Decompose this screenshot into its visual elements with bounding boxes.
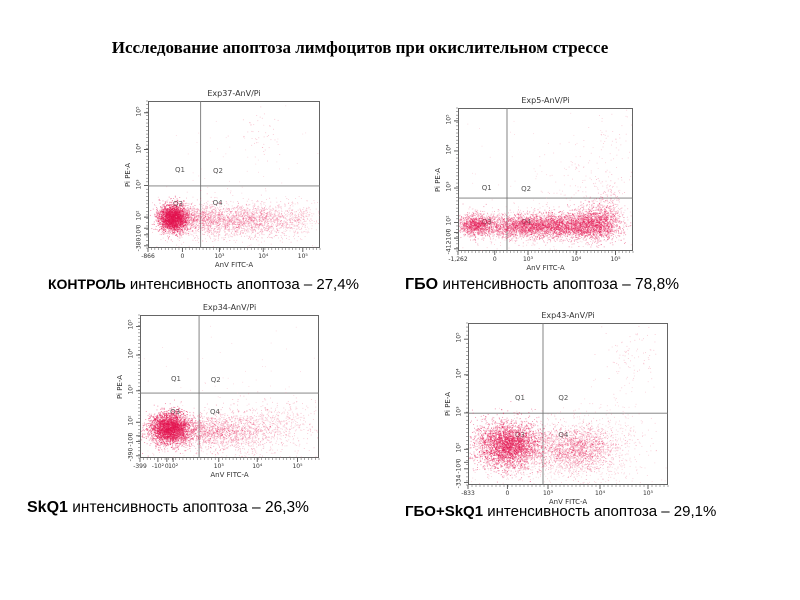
caption-skq1: SkQ1 интенсивность апоптоза – 26,3% (27, 499, 309, 517)
quadrant-label-q2: Q2 (558, 394, 569, 403)
scatter-plot-canvas (132, 311, 325, 472)
x-axis-label: AnV FITC-A (548, 498, 588, 506)
scatter-plot-canvas (460, 319, 674, 499)
y-tick-label: 10³ (127, 384, 135, 395)
x-tick-label: 10³ (213, 463, 224, 470)
caption-group-label: SkQ1 (27, 499, 68, 516)
quadrant-label-q3: Q3 (172, 199, 183, 208)
x-axis-label: AnV FITC-A (526, 264, 565, 272)
y-tick-label: -334 (455, 474, 463, 488)
flow-plot-gbo-skq1: Exp43-AnV/Pi Pi PE-A AnV FITC-A -833 0 10³… (444, 311, 674, 506)
quadrant-label-q3: Q3 (170, 407, 181, 416)
caption-text: интенсивность апоптоза – 26,3% (67, 499, 309, 516)
caption-text: интенсивность апоптоза – 78,8% (438, 276, 680, 293)
quadrant-label-q4: Q4 (210, 407, 220, 416)
quadrant-label-q1: Q1 (170, 375, 181, 384)
plot-title: Exp34-AnV/Pi (202, 303, 257, 312)
caption-text: интенсивность апоптоза – 27,4% (125, 276, 359, 293)
y-axis-label: Pi PE-A (116, 374, 124, 399)
y-tick-label: -390 (127, 447, 135, 462)
caption-group-label: ГБО+SkQ1 (405, 503, 484, 520)
plot-title: Exp5-AnV/Pi (521, 96, 570, 105)
y-tick-label: 10⁵ (445, 114, 453, 125)
x-axis-label: AnV FITC-A (210, 471, 249, 479)
quadrant-label-q1: Q1 (175, 165, 185, 174)
x-tick-label: 10² (168, 463, 179, 470)
y-tick-label: 10⁵ (127, 319, 135, 330)
y-tick-label: 10⁴ (127, 348, 135, 359)
plot-title: Exp43-AnV/Pi (541, 311, 595, 320)
caption-control: КОНТРОЛЬ интенсивность апоптоза – 27,4% (48, 276, 359, 294)
x-tick-label: 10⁵ (642, 490, 654, 497)
caption-group-label: ГБО (405, 276, 439, 293)
slide-title: Исследование апоптоза лимфоцитов при оки… (111, 38, 609, 57)
quadrant-label-q3: Q3 (515, 430, 525, 439)
quadrant-label-q2: Q2 (210, 375, 221, 384)
flow-plot-gbo: Exp5-AnV/Pi Pi PE-A AnV FITC-A -1,262 0 10… (434, 96, 639, 272)
y-tick-label: 10³ (135, 179, 143, 190)
x-tick-label: 0 (180, 253, 185, 260)
quadrant-label-q4: Q4 (521, 218, 532, 227)
quadrant-label-q1: Q1 (515, 393, 525, 402)
y-tick-label: 10⁵ (455, 332, 463, 343)
x-tick-label: 10⁵ (297, 253, 308, 260)
scatter-plot-canvas (140, 97, 326, 262)
x-tick-label: 10³ (522, 256, 534, 263)
x-tick-label: 10⁴ (594, 490, 606, 497)
x-tick-label: 10⁴ (252, 463, 263, 470)
y-tick-label: 10⁵ (135, 106, 143, 117)
scatter-plot-canvas (450, 104, 639, 265)
flow-plot-control: Exp37-AnV/Pi Pi PE-A AnV FITC-A -866 0 10³… (124, 89, 326, 269)
plot-title: Exp37-AnV/Pi (207, 89, 261, 98)
caption-group-label: КОНТРОЛЬ (48, 276, 126, 292)
x-axis-label: AnV FITC-A (214, 261, 254, 269)
flow-plot-skq1: Exp34-AnV/Pi Pi PE-A AnV FITC-A -399 -10²… (116, 303, 325, 479)
quadrant-label-q1: Q1 (481, 184, 492, 193)
x-tick-label: 0 (492, 256, 497, 263)
y-axis-label: Pi PE-A (434, 167, 442, 192)
x-tick-label: 10³ (542, 490, 554, 497)
y-tick-label: -412 (445, 240, 453, 255)
x-tick-label: 10⁴ (571, 256, 582, 263)
quadrant-label-q4: Q4 (558, 430, 569, 439)
y-tick-label: 10³ (445, 181, 453, 192)
caption-gbo: ГБО интенсивность апоптоза – 78,8% (405, 276, 679, 294)
y-tick-label: 10³ (455, 406, 463, 417)
x-tick-label: 10⁵ (292, 463, 303, 470)
x-tick-label: 10⁴ (258, 253, 269, 260)
x-tick-label: 0 (505, 490, 510, 497)
y-tick-label: 10⁴ (445, 144, 453, 155)
quadrant-label-q4: Q4 (212, 199, 223, 208)
y-tick-label: 10⁴ (455, 368, 463, 379)
caption-text: интенсивность апоптоза – 29,1% (483, 503, 717, 520)
x-tick-label: 10⁵ (610, 256, 621, 263)
y-axis-label: Pi PE-A (124, 162, 132, 187)
y-axis-label: Pi PE-A (444, 391, 452, 417)
y-tick-label: 10⁴ (135, 142, 143, 154)
y-tick-label: -380 (135, 237, 143, 252)
x-tick-label: 10³ (214, 253, 225, 260)
quadrant-label-q2: Q2 (521, 184, 532, 193)
quadrant-label-q2: Q2 (213, 166, 223, 175)
quadrant-label-q3: Q3 (481, 218, 492, 227)
caption-gbo-skq1: ГБО+SkQ1 интенсивность апоптоза – 29,1% (405, 503, 716, 521)
